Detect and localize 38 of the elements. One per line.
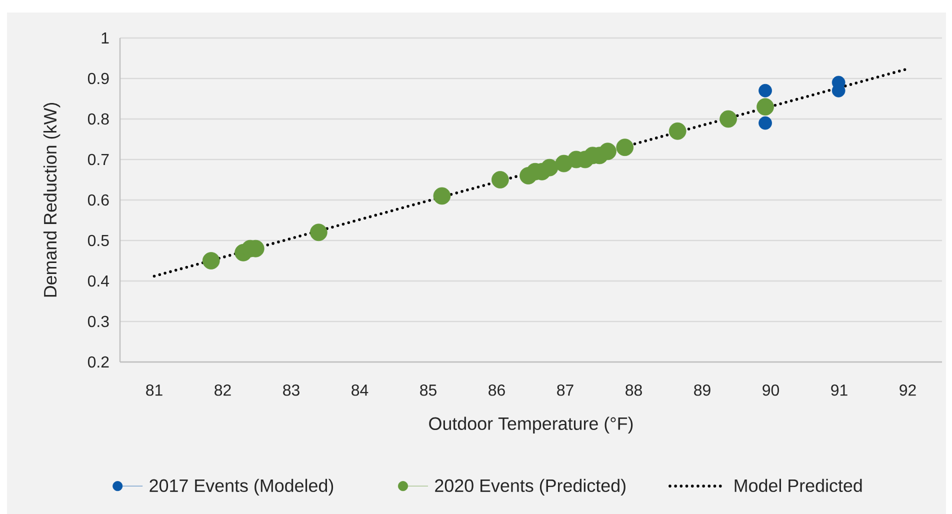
point (756, 98, 774, 116)
y-tick-label: 0.6 (88, 194, 109, 206)
x-tick-label: 85 (420, 384, 436, 396)
x-tick-label: 81 (146, 384, 162, 396)
point (540, 158, 558, 176)
y-tick-label: 0.4 (88, 275, 110, 287)
y-axis-title: Demand Reduction (kW) (43, 102, 60, 297)
point (720, 110, 737, 128)
x-tick-label: 83 (283, 384, 300, 396)
y-tick-label: 0.2 (88, 356, 109, 368)
point (599, 142, 616, 160)
point (491, 171, 509, 188)
x-tick-label: 84 (352, 384, 368, 396)
legend-label: 2020 Events (Predicted) (435, 478, 626, 496)
x-tick-label: 88 (626, 384, 642, 396)
x-tick-label: 92 (900, 384, 916, 396)
y-tick-label: 0.3 (88, 316, 109, 328)
point (668, 122, 686, 140)
x-tick-label: 90 (762, 384, 779, 396)
x-axis-title: Outdoor Temperature (°F) (429, 416, 633, 434)
y-tick-label: 0.8 (88, 113, 109, 125)
x-tick-label: 87 (557, 384, 574, 396)
x-tick-label: 86 (488, 384, 505, 396)
x-tick-label: 82 (214, 384, 231, 396)
point (758, 116, 772, 130)
point (433, 187, 451, 205)
y-tick-label: 1 (102, 32, 109, 44)
point (202, 252, 220, 270)
y-tick-label: 0.7 (88, 154, 109, 166)
y-tick-label: 0.9 (88, 72, 109, 84)
legend-label: Model Predicted (734, 478, 862, 492)
legend-label: 2017 Events (Modeled) (150, 478, 334, 496)
point (758, 84, 772, 98)
x-tick-label: 91 (831, 384, 848, 396)
x-tick-label: 89 (694, 384, 710, 396)
point (616, 138, 634, 156)
y-tick-label: 0.5 (88, 234, 109, 246)
point (310, 224, 328, 242)
